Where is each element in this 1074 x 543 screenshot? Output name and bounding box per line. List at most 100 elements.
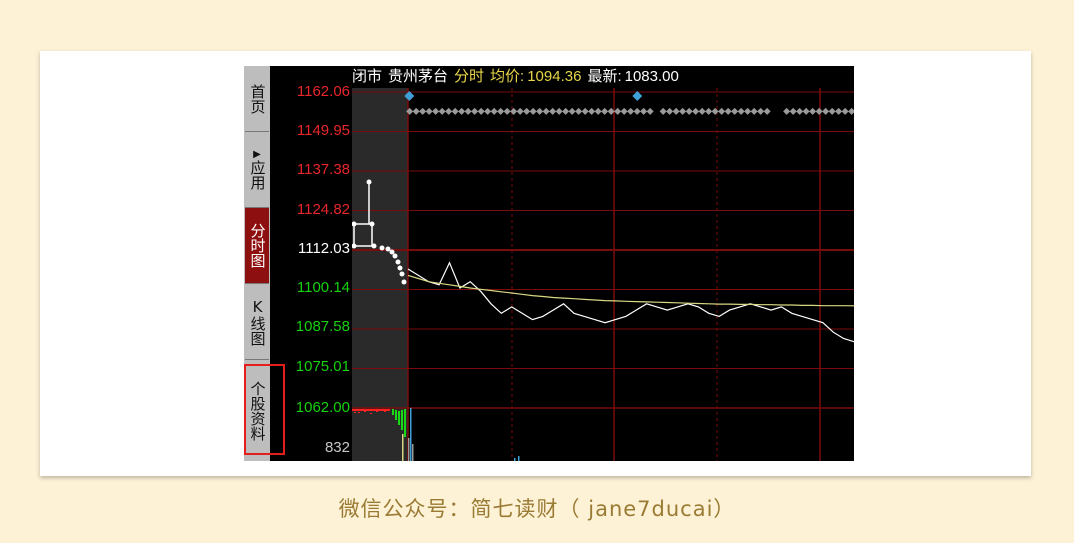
price-tick: 1112.03 bbox=[298, 240, 350, 257]
news-marker bbox=[692, 107, 700, 115]
auction-point bbox=[369, 221, 375, 227]
price-tick: 1137.38 bbox=[296, 161, 350, 178]
volume-bar bbox=[398, 411, 400, 425]
intraday-chart[interactable] bbox=[352, 66, 854, 461]
volume-bar bbox=[364, 411, 366, 412]
news-marker bbox=[796, 107, 804, 115]
news-marker bbox=[763, 107, 771, 115]
auction-point bbox=[379, 245, 385, 251]
tab-apps-label: 应用 bbox=[248, 160, 267, 190]
news-marker bbox=[497, 107, 505, 115]
event-marker bbox=[632, 91, 643, 101]
average-line bbox=[407, 274, 854, 307]
news-marker bbox=[835, 107, 843, 115]
market-status: 闭市 bbox=[352, 68, 383, 85]
volume-bar bbox=[392, 409, 394, 415]
news-marker bbox=[432, 107, 440, 115]
news-marker bbox=[822, 107, 830, 115]
news-marker bbox=[425, 107, 433, 115]
news-marker bbox=[510, 107, 518, 115]
volume-bar bbox=[404, 409, 406, 437]
tab-intraday[interactable]: 分时图 bbox=[245, 208, 269, 284]
price-line bbox=[407, 261, 854, 343]
news-marker bbox=[503, 107, 511, 115]
volume-bar bbox=[514, 458, 516, 461]
price-tick: 1124.82 bbox=[296, 201, 350, 218]
auction-point bbox=[397, 265, 403, 271]
tab-home[interactable]: 首页 bbox=[245, 66, 269, 132]
news-marker bbox=[789, 107, 797, 115]
news-marker bbox=[490, 107, 498, 115]
play-next-icon: ▶ bbox=[251, 149, 263, 160]
news-marker bbox=[809, 107, 817, 115]
news-marker bbox=[750, 107, 758, 115]
news-marker bbox=[581, 107, 589, 115]
news-marker bbox=[536, 107, 544, 115]
news-marker bbox=[620, 107, 628, 115]
news-marker bbox=[672, 107, 680, 115]
news-marker bbox=[601, 107, 609, 115]
news-marker bbox=[711, 107, 719, 115]
tab-stock-profile[interactable]: 个股资料 bbox=[245, 360, 269, 461]
volume-bar bbox=[518, 456, 520, 461]
caption: 微信公众号：简七读财（ jane7ducai） bbox=[338, 497, 736, 521]
price-tick: 1075.01 bbox=[295, 358, 350, 375]
news-marker bbox=[705, 107, 713, 115]
news-marker bbox=[815, 107, 823, 115]
news-marker bbox=[568, 107, 576, 115]
auction-point bbox=[392, 253, 398, 259]
news-marker bbox=[562, 107, 570, 115]
stock-chart-window: 首页 ▶ 应用 分时图 K线图 个股资料 1162.06 1149.95 1137… bbox=[244, 66, 854, 461]
volume-bar bbox=[412, 444, 414, 461]
news-marker bbox=[555, 107, 563, 115]
news-marker bbox=[627, 107, 635, 115]
news-marker bbox=[542, 107, 550, 115]
news-marker bbox=[419, 107, 427, 115]
left-sidebar: 首页 ▶ 应用 分时图 K线图 个股资料 bbox=[244, 66, 270, 461]
tab-apps[interactable]: ▶ 应用 bbox=[245, 132, 269, 208]
news-marker bbox=[744, 107, 752, 115]
news-marker bbox=[757, 107, 765, 115]
auction-point bbox=[395, 259, 401, 265]
auction-point bbox=[366, 179, 372, 185]
volume-tick: 832 bbox=[324, 439, 350, 456]
news-marker bbox=[516, 107, 524, 115]
latest-price-label: 最新: bbox=[587, 68, 622, 85]
news-marker bbox=[614, 107, 622, 115]
volume-bar bbox=[401, 410, 403, 430]
highlight-box bbox=[244, 364, 285, 455]
news-marker bbox=[828, 107, 836, 115]
volume-bar bbox=[358, 412, 360, 413]
volume-bar bbox=[370, 413, 372, 414]
price-axis: 1162.06 1149.95 1137.38 1124.82 1112.03 … bbox=[270, 66, 352, 461]
news-marker bbox=[646, 107, 654, 115]
price-tick: 1100.14 bbox=[296, 279, 350, 296]
price-tick: 1062.00 bbox=[295, 399, 350, 416]
news-marker bbox=[659, 107, 667, 115]
tab-kline[interactable]: K线图 bbox=[245, 284, 269, 360]
volume-bar bbox=[395, 410, 397, 420]
news-marker bbox=[594, 107, 602, 115]
latest-price-value: 1083.00 bbox=[624, 68, 679, 85]
volume-bar bbox=[376, 411, 378, 412]
news-marker bbox=[529, 107, 537, 115]
volume-bar bbox=[410, 408, 412, 461]
news-marker bbox=[458, 107, 466, 115]
volume-bar bbox=[408, 438, 410, 461]
news-marker bbox=[848, 107, 854, 115]
news-marker bbox=[718, 107, 726, 115]
news-marker bbox=[783, 107, 791, 115]
auction-point bbox=[352, 221, 357, 227]
chart-header: 闭市 贵州茅台 分时 均价: 1094.36 最新: 1083.00 bbox=[352, 66, 854, 88]
news-marker bbox=[549, 107, 557, 115]
pre-market-zone bbox=[352, 88, 408, 461]
auction-point bbox=[389, 249, 395, 255]
avg-price-label: 均价: bbox=[490, 68, 525, 85]
news-marker bbox=[731, 107, 739, 115]
news-marker bbox=[640, 107, 648, 115]
news-marker bbox=[464, 107, 472, 115]
auction-point bbox=[399, 271, 405, 277]
auction-point bbox=[352, 243, 357, 249]
news-marker bbox=[679, 107, 687, 115]
event-marker bbox=[404, 91, 415, 101]
